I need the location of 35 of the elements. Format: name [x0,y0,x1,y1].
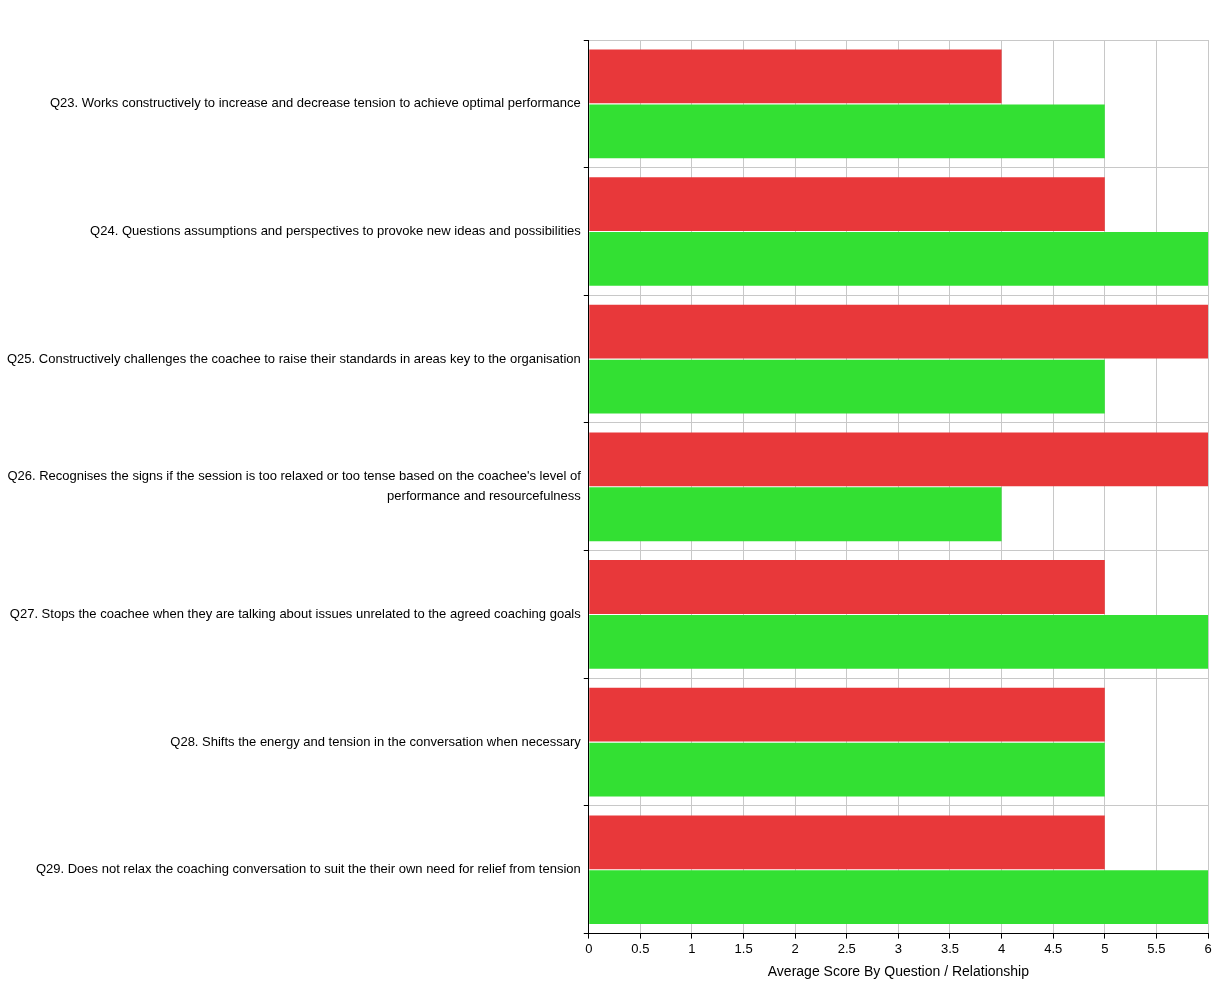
y-tick-label: Q26. Recognises the signs if the session is too relaxed or too tense based on the coachee's level of performance and resourcefulness [7,468,582,504]
bar [589,432,1208,487]
x-tick-label: 6 [1204,940,1212,956]
bar [589,560,1105,614]
y-tick-label: Q28. Shifts the energy and tension in the conversation when necessary [170,733,582,749]
bar [589,104,1105,159]
x-tick-label: 3 [894,940,902,956]
bar [589,870,1208,925]
y-tick-label: Q27. Stops the coachee when they are talking about issues unrelated to the agreed coaching goals [9,606,582,622]
bar [589,359,1105,414]
x-tick-label: 1.5 [734,940,753,956]
y-tick-label: Q24. Questions assumptions and perspectives to provoke new ideas and possibilities [90,223,582,239]
bar [589,487,1002,542]
y-tick-label: Q29. Does not relax the coaching conversation to suit the their own need for relief from tension [35,861,581,877]
x-tick-label: 4.5 [1044,940,1063,956]
x-tick-label: 5 [1101,940,1109,956]
x-tick-label: 4 [997,940,1006,956]
bar [589,742,1105,797]
bar [589,232,1208,286]
bar [589,815,1105,870]
bar [589,177,1105,231]
x-tick-label: 2 [791,940,799,956]
x-tick-label: 2.5 [837,940,856,956]
y-tick-label: Q25. Constructively challenges the coachee to raise their standards in areas key to the organisation [6,350,581,366]
x-tick-label: 0.5 [631,940,650,956]
bar [589,687,1105,742]
x-tick-label: 3.5 [940,940,960,956]
bar [589,304,1208,359]
x-axis-title: Average Score By Question / Relationship [767,963,1030,980]
y-tick-label: Q23. Works constructively to increase and decrease tension to achieve optimal performance [49,95,581,111]
x-tick-label: 0 [585,940,593,956]
x-tick-label: 5.5 [1147,940,1166,956]
bar [589,49,1002,104]
bar [589,615,1208,669]
x-tick-label: 1 [688,940,696,956]
